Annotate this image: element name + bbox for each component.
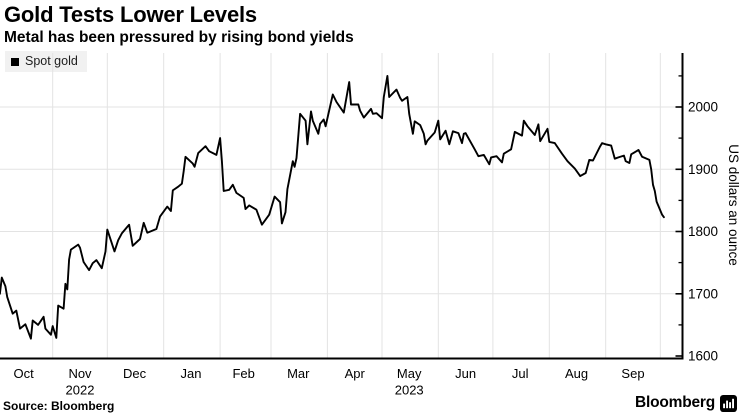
x-year-label: 2023 [395,383,424,398]
x-month-label: Jan [181,366,202,381]
legend-swatch-icon [11,57,19,66]
source-note: Source: Bloomberg [3,399,115,413]
y-tick-label: 2000 [688,100,718,115]
x-month-label: Mar [287,366,310,381]
x-month-label: May [397,366,422,381]
chart-subtitle: Metal has been pressured by rising bond … [4,29,354,46]
chart-title: Gold Tests Lower Levels [4,2,257,27]
legend-label: Spot gold [25,54,78,68]
x-month-label: Jul [512,366,529,381]
x-month-label: Oct [13,366,34,381]
y-tick-label: 1700 [688,286,718,301]
x-month-label: Aug [565,366,588,381]
x-month-label: Sep [621,366,644,381]
y-axis-title: US dollars an ounce [726,144,740,266]
spot-gold-line [0,74,665,340]
x-month-label: Dec [123,366,147,381]
x-month-label: Feb [232,366,254,381]
bloomberg-logo: Bloomberg [635,394,737,412]
bloomberg-mark-icon [720,394,737,412]
x-year-label: 2022 [66,383,95,398]
x-month-label: Apr [345,366,366,381]
bloomberg-wordmark: Bloomberg [634,394,715,411]
y-tick-label: 1900 [688,162,718,177]
legend: Spot gold [5,51,87,72]
y-tick-label: 1600 [688,349,718,364]
x-month-label: Jun [455,366,476,381]
y-tick-label: 1800 [688,224,718,239]
x-month-label: Nov [68,366,92,381]
